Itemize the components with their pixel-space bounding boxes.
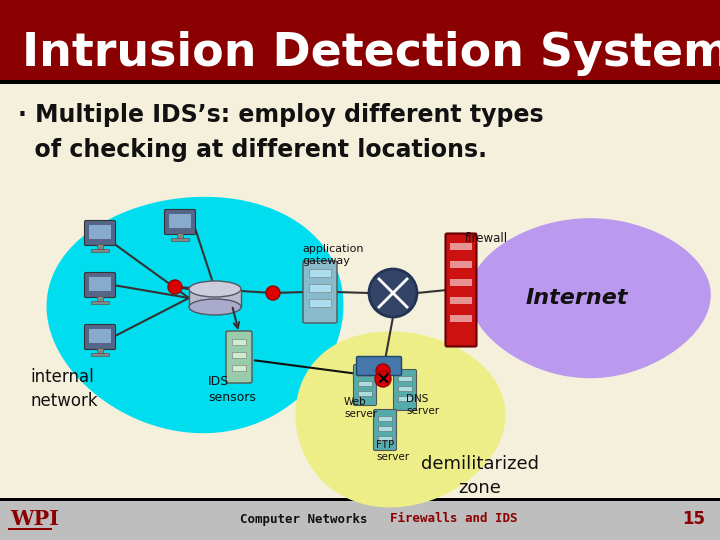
FancyBboxPatch shape: [303, 261, 337, 323]
Text: Internet: Internet: [526, 288, 629, 308]
Polygon shape: [469, 218, 711, 378]
Text: Firewalls and IDS: Firewalls and IDS: [390, 512, 518, 525]
FancyBboxPatch shape: [169, 214, 191, 228]
Bar: [358, 381, 372, 386]
Bar: [450, 279, 472, 286]
Bar: [171, 238, 189, 241]
Bar: [189, 289, 241, 307]
Circle shape: [369, 269, 417, 317]
Bar: [232, 339, 246, 345]
Text: internal
network: internal network: [30, 368, 98, 410]
Bar: [91, 301, 109, 304]
Polygon shape: [47, 197, 343, 433]
Bar: [450, 261, 472, 268]
Bar: [8, 528, 52, 530]
Text: IDS
sensors: IDS sensors: [208, 375, 256, 404]
Bar: [0, 498, 720, 501]
FancyBboxPatch shape: [89, 225, 111, 239]
Bar: [0, 500, 720, 540]
Bar: [358, 391, 372, 396]
FancyBboxPatch shape: [84, 325, 115, 349]
Ellipse shape: [189, 281, 241, 297]
FancyBboxPatch shape: [446, 233, 477, 347]
Circle shape: [168, 280, 182, 294]
Bar: [398, 386, 412, 391]
Text: ×: ×: [375, 370, 390, 388]
Bar: [450, 315, 472, 322]
Bar: [232, 352, 246, 358]
Bar: [378, 416, 392, 421]
Bar: [309, 299, 331, 307]
Polygon shape: [295, 332, 505, 508]
FancyBboxPatch shape: [394, 369, 416, 410]
Circle shape: [375, 371, 391, 387]
Text: Computer Networks: Computer Networks: [240, 512, 367, 525]
Bar: [309, 284, 331, 292]
Bar: [0, 0, 720, 80]
Bar: [358, 371, 372, 376]
FancyBboxPatch shape: [89, 277, 111, 291]
Bar: [97, 296, 103, 301]
Text: Web
server: Web server: [344, 397, 377, 418]
Text: Intrusion Detection Systems: Intrusion Detection Systems: [22, 30, 720, 76]
Circle shape: [266, 286, 280, 300]
FancyBboxPatch shape: [89, 329, 111, 343]
Bar: [97, 348, 103, 353]
Bar: [232, 365, 246, 371]
Ellipse shape: [189, 299, 241, 315]
Circle shape: [376, 364, 390, 378]
Bar: [309, 269, 331, 277]
Text: firewall: firewall: [465, 232, 508, 245]
Text: of checking at different locations.: of checking at different locations.: [18, 138, 487, 162]
FancyBboxPatch shape: [356, 356, 402, 375]
Bar: [97, 244, 103, 249]
FancyBboxPatch shape: [164, 210, 196, 234]
Text: WPI: WPI: [10, 509, 59, 529]
Bar: [378, 436, 392, 441]
FancyBboxPatch shape: [226, 331, 252, 383]
FancyBboxPatch shape: [354, 364, 377, 406]
Bar: [398, 396, 412, 401]
Text: demilitarized
zone: demilitarized zone: [421, 455, 539, 497]
FancyBboxPatch shape: [84, 220, 115, 246]
Bar: [378, 426, 392, 431]
FancyBboxPatch shape: [84, 273, 115, 298]
FancyBboxPatch shape: [374, 409, 397, 450]
Bar: [398, 376, 412, 381]
Text: FTP
server: FTP server: [376, 440, 409, 462]
Text: 15: 15: [682, 510, 705, 528]
Text: DNS
server: DNS server: [406, 394, 439, 416]
Bar: [0, 80, 720, 84]
Bar: [177, 233, 183, 238]
Text: application
gateway: application gateway: [302, 244, 364, 266]
Bar: [450, 243, 472, 250]
Bar: [91, 249, 109, 252]
Bar: [450, 297, 472, 304]
Text: · Multiple IDS’s: employ different types: · Multiple IDS’s: employ different types: [18, 103, 544, 127]
Bar: [91, 353, 109, 356]
